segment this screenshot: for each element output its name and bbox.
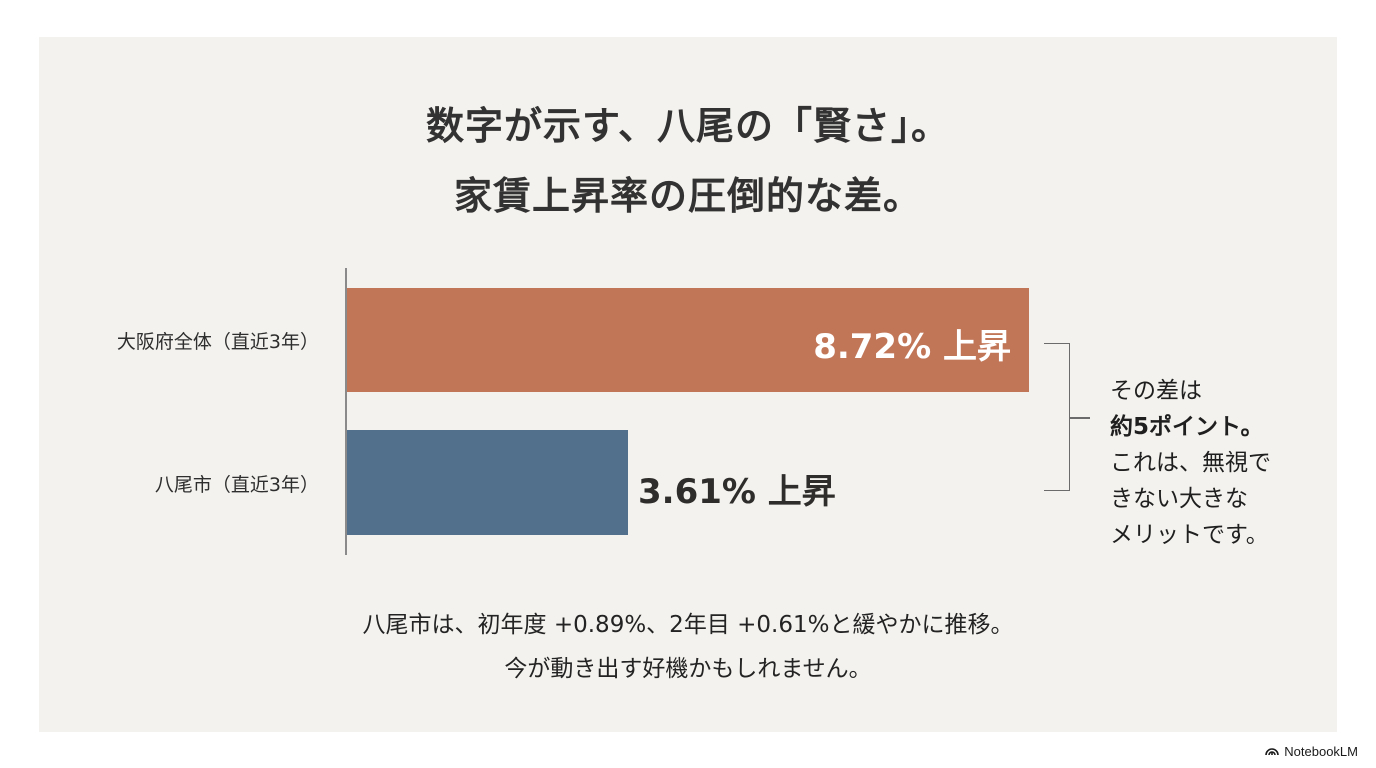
branding-label: NotebookLM: [1284, 744, 1358, 759]
notebooklm-branding: NotebookLM: [1265, 744, 1358, 759]
annotation-line4: きない大きな: [1110, 486, 1248, 512]
slide-panel: 数字が示す、八尾の「賢さ」。 家賃上昇率の圧倒的な差。 大阪府全体（直近3年） …: [39, 37, 1337, 732]
bar-value-osaka: 8.72% 上昇: [813, 327, 1011, 367]
footer-text-line1: 八尾市は、初年度 +0.89%、2年目 +0.61%と緩やかに推移。: [362, 612, 1014, 638]
annotation-line2: 約5ポイント。: [1110, 414, 1264, 440]
difference-bracket: [1044, 343, 1070, 491]
annotation-line5: メリットです。: [1110, 522, 1269, 548]
difference-annotation: その差は 約5ポイント。 これは、無視で きない大きな メリットです。: [1110, 373, 1271, 553]
slide-title-line1: 数字が示す、八尾の「賢さ」。: [426, 104, 950, 148]
annotation-line1: その差は: [1110, 378, 1202, 404]
slide-title-line2: 家賃上昇率の圧倒的な差。: [453, 174, 922, 218]
annotation-line3: これは、無視で: [1110, 450, 1271, 476]
footer-text-line2: 今が動き出す好機かもしれません。: [504, 656, 872, 682]
bar-osaka: 8.72% 上昇: [347, 288, 1029, 392]
category-label-osaka: 大阪府全体（直近3年）: [116, 331, 319, 353]
chart-axis-line: [345, 268, 347, 555]
notebooklm-logo-icon: [1265, 744, 1280, 759]
bar-yao: [347, 430, 628, 535]
bracket-tick: [1070, 417, 1090, 419]
category-label-yao: 八尾市（直近3年）: [154, 474, 319, 496]
bar-value-yao: 3.61% 上昇: [638, 472, 836, 512]
